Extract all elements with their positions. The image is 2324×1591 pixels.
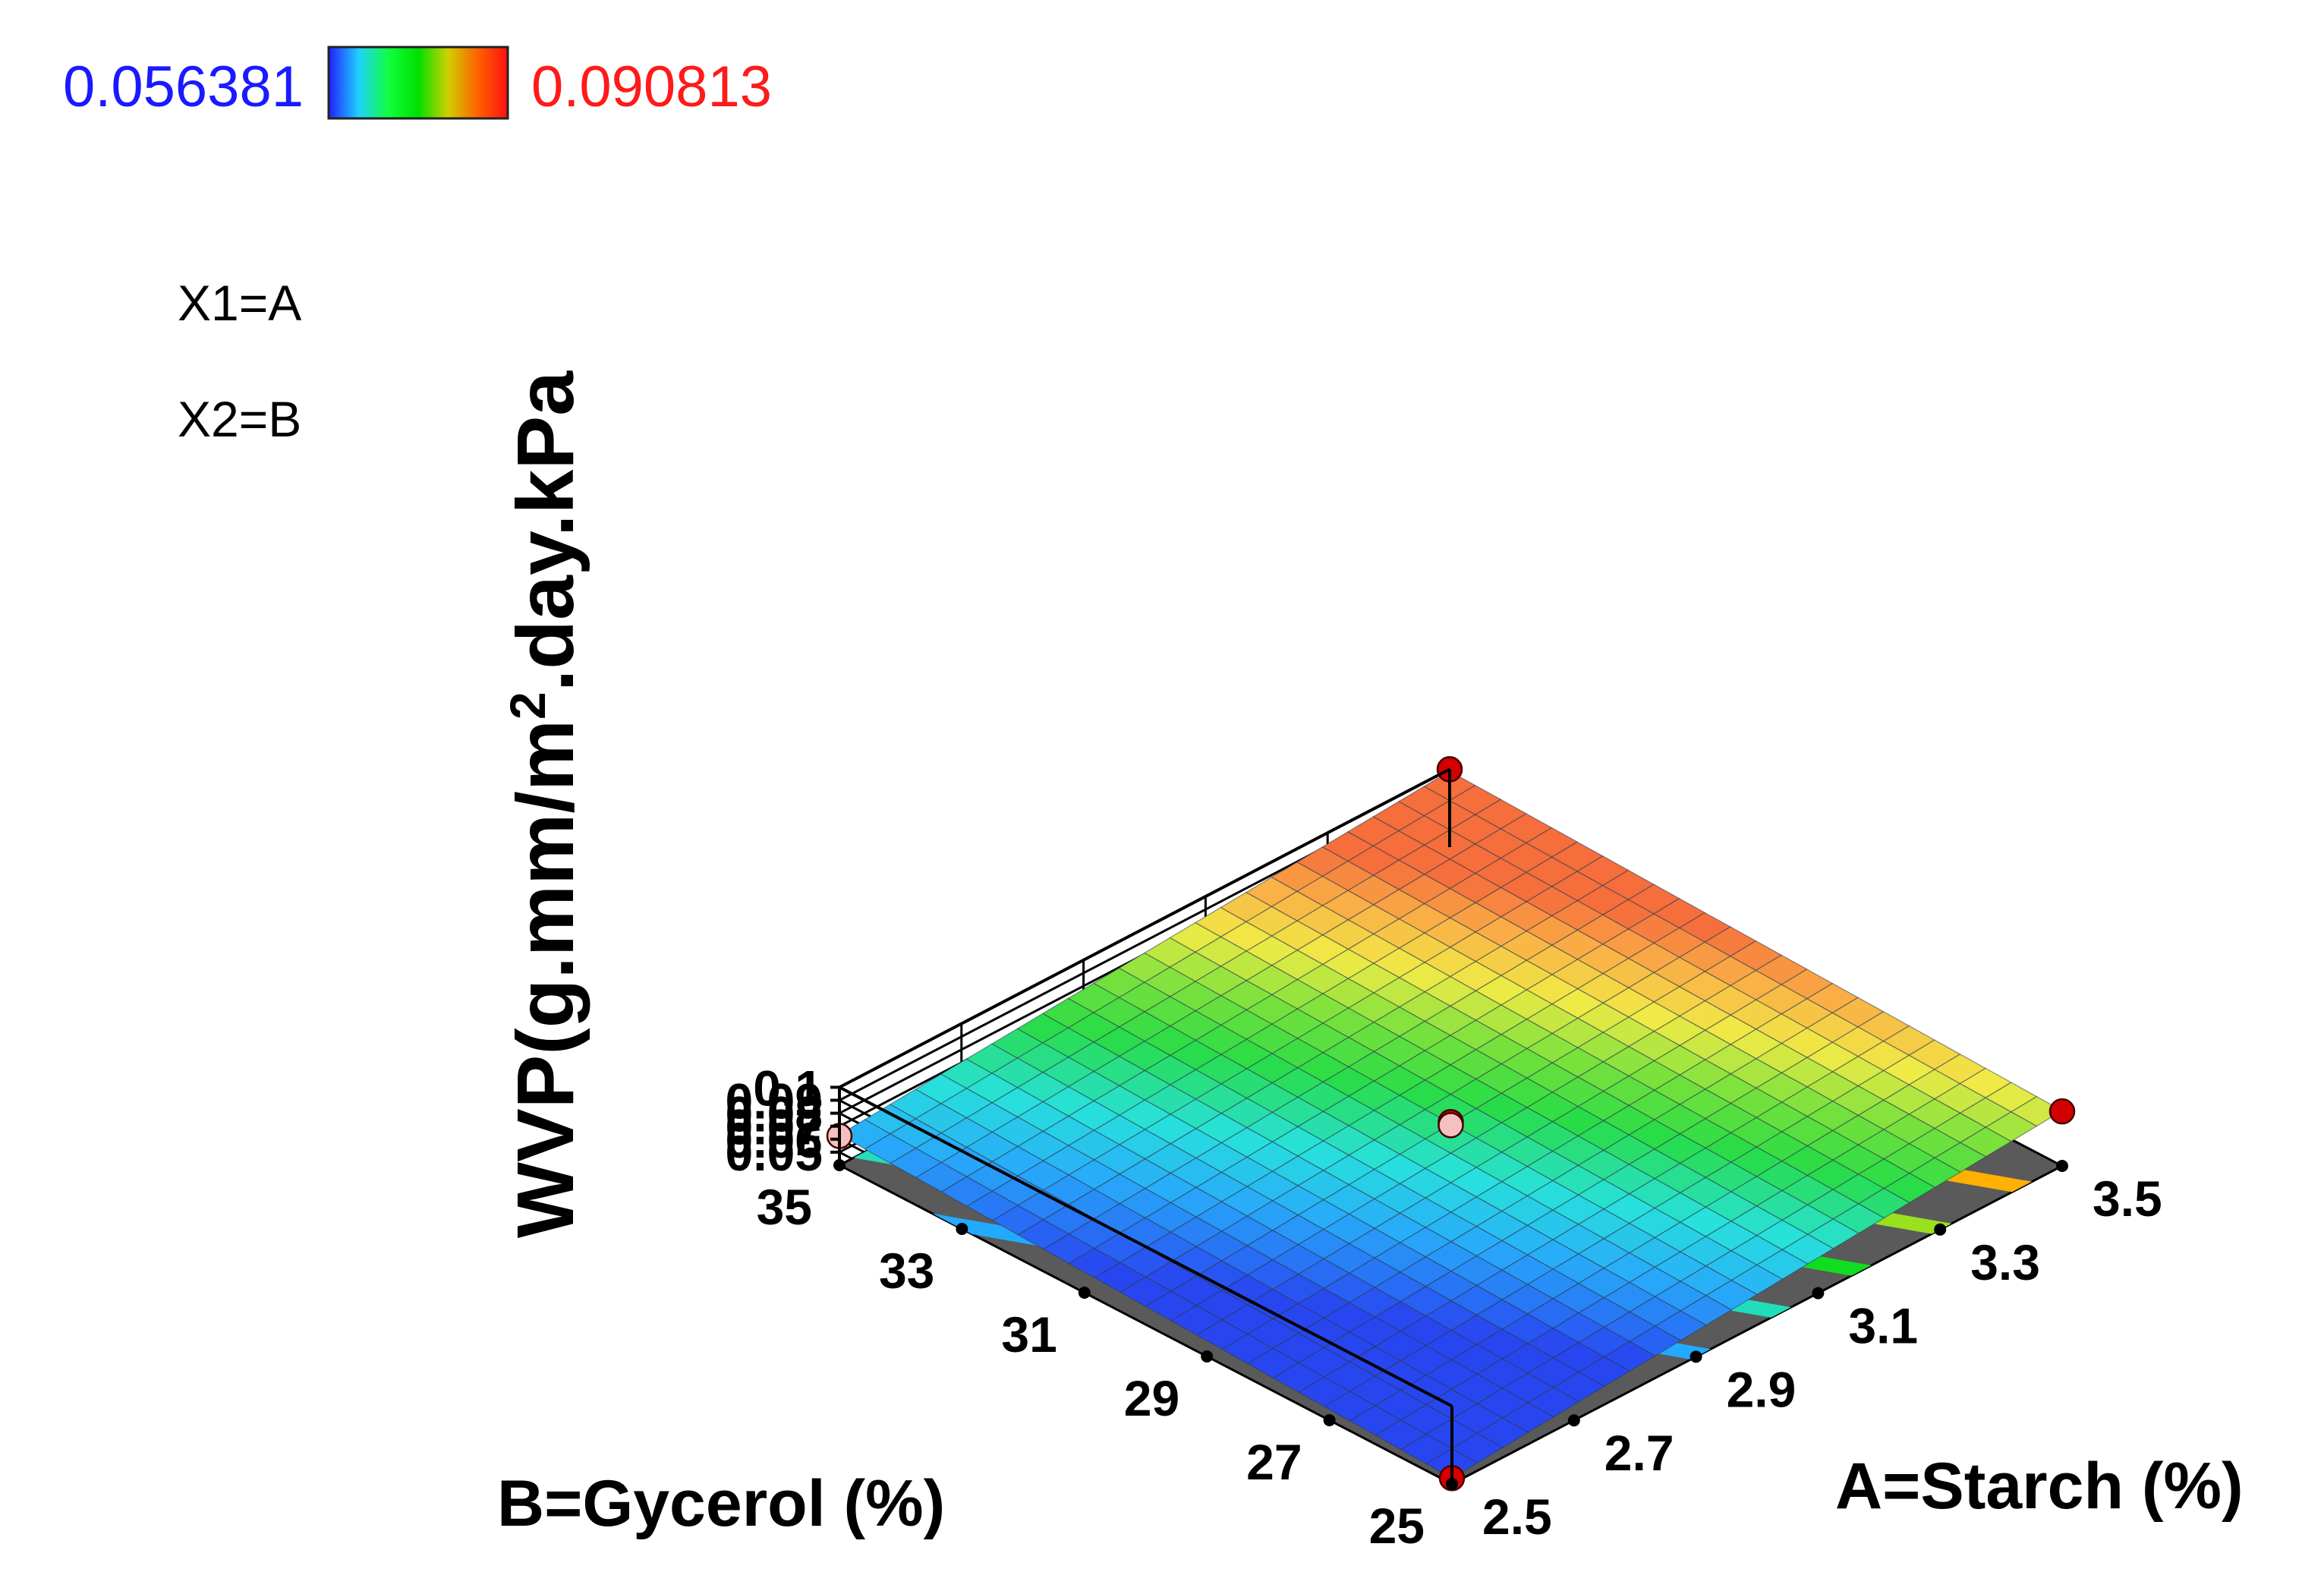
axis-ticks: 0.050.060.070.080.090.1 35 33 31 29 27 25 2.5 2.… bbox=[726, 1060, 2162, 1554]
a-tick-label: 3.5 bbox=[2093, 1170, 2162, 1227]
legend-x2: X2=B bbox=[178, 391, 301, 447]
a-tick bbox=[1812, 1287, 1825, 1300]
b-tick bbox=[956, 1223, 968, 1235]
a-tick bbox=[1446, 1478, 1458, 1490]
b-tick bbox=[1201, 1350, 1214, 1363]
a-tick-label: 3.3 bbox=[1970, 1234, 2040, 1290]
a-tick bbox=[1567, 1414, 1580, 1427]
b-tick bbox=[833, 1159, 846, 1171]
a-tick bbox=[2056, 1160, 2068, 1172]
response-surface bbox=[838, 770, 2064, 1479]
a-tick-label: 2.5 bbox=[1482, 1489, 1552, 1545]
z-tick-label: 0.1 bbox=[753, 1060, 823, 1116]
b-tick-label: 33 bbox=[879, 1243, 934, 1299]
b-tick-label: 27 bbox=[1246, 1434, 1302, 1490]
b-tick-label: 35 bbox=[757, 1179, 812, 1235]
b-axis-label: B=Gycerol (%) bbox=[497, 1467, 945, 1540]
z-tick-label: 0.06 bbox=[726, 1112, 823, 1168]
z-tick-label: 0.07 bbox=[726, 1099, 823, 1155]
colorbar-max-label: 0.090813 bbox=[531, 55, 772, 119]
design-point bbox=[1438, 1112, 1464, 1139]
colorbar-gradient bbox=[327, 46, 509, 120]
colorbar-min-label: 0.056381 bbox=[63, 55, 304, 119]
b-tick-label: 25 bbox=[1369, 1498, 1425, 1554]
b-tick-label: 31 bbox=[1001, 1306, 1057, 1363]
top-edge-left bbox=[839, 1085, 1453, 1408]
a-tick bbox=[1934, 1223, 1947, 1236]
a-tick-label: 2.7 bbox=[1604, 1425, 1674, 1481]
top-edge-right bbox=[839, 767, 1450, 1089]
a-tick-label: 2.9 bbox=[1727, 1361, 1797, 1417]
z-tick-label: 0.05 bbox=[726, 1125, 823, 1181]
z-axis-label-rest: .day.kPa bbox=[501, 370, 590, 692]
z-axis-label: WVP(g.mm/m2.day.kPa bbox=[499, 370, 590, 1238]
z-tick-label: 0.09 bbox=[726, 1073, 823, 1129]
b-tick-label: 29 bbox=[1124, 1370, 1179, 1426]
z-axis-label-main: WVP(g.mm/m bbox=[501, 720, 590, 1238]
a-axis-label: A=Starch (%) bbox=[1835, 1450, 2244, 1523]
z-axis-label-sup: 2 bbox=[499, 692, 556, 720]
legend-x1: X1=A bbox=[178, 275, 301, 331]
box-edges bbox=[838, 767, 1453, 1484]
a-tick-label: 3.1 bbox=[1848, 1298, 1918, 1354]
b-tick bbox=[1078, 1287, 1091, 1299]
design-point bbox=[2048, 1098, 2076, 1125]
z-tick-label: 0.08 bbox=[726, 1086, 823, 1142]
b-tick bbox=[1323, 1414, 1336, 1426]
a-tick bbox=[1689, 1350, 1702, 1363]
